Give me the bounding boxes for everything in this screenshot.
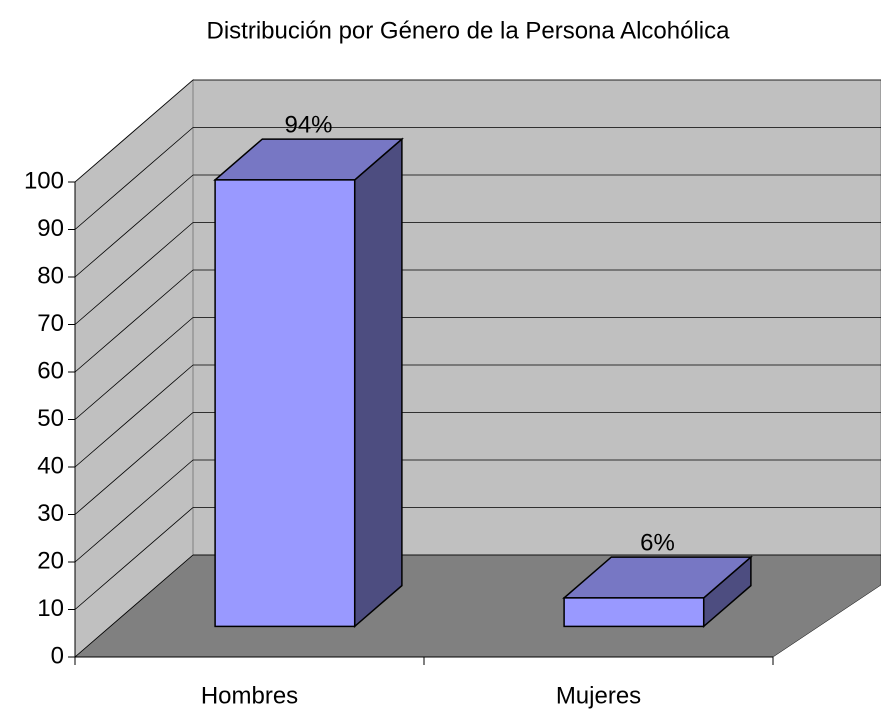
- grid-line: [74, 222, 194, 325]
- y-tick-label: 20: [37, 547, 64, 574]
- y-tick-label: 0: [51, 642, 64, 669]
- y-tick-label: 10: [37, 595, 64, 622]
- y-tick-label: 60: [37, 357, 64, 384]
- chart-title: Distribución por Género de la Persona Al…: [207, 17, 731, 44]
- grid-line: [74, 79, 194, 183]
- grid-line: [74, 364, 194, 468]
- y-tick-label: 40: [37, 452, 64, 479]
- floor: [74, 554, 881, 658]
- grid-line: [74, 174, 194, 278]
- y-tick-label: 30: [37, 500, 64, 527]
- grid-line: [74, 507, 194, 610]
- y-tick-label: 100: [24, 167, 64, 194]
- bar: [563, 597, 705, 628]
- grid-line: [74, 127, 194, 230]
- bar-side: [353, 137, 403, 629]
- grid-line: [74, 459, 194, 563]
- grid-line: [74, 269, 194, 373]
- y-tick-label: 80: [37, 262, 64, 289]
- grid-line: [74, 554, 194, 658]
- y-tick-label: 90: [37, 215, 64, 242]
- y-tick-label: 50: [37, 405, 64, 432]
- grid-line: [74, 317, 194, 420]
- data-label: 6%: [640, 529, 675, 556]
- grid-line: [74, 412, 194, 515]
- y-tick-label: 70: [37, 310, 64, 337]
- data-label: 94%: [284, 111, 332, 138]
- x-tick-label: Hombres: [201, 682, 298, 709]
- bar: [214, 179, 356, 628]
- x-tick-label: Mujeres: [556, 682, 641, 709]
